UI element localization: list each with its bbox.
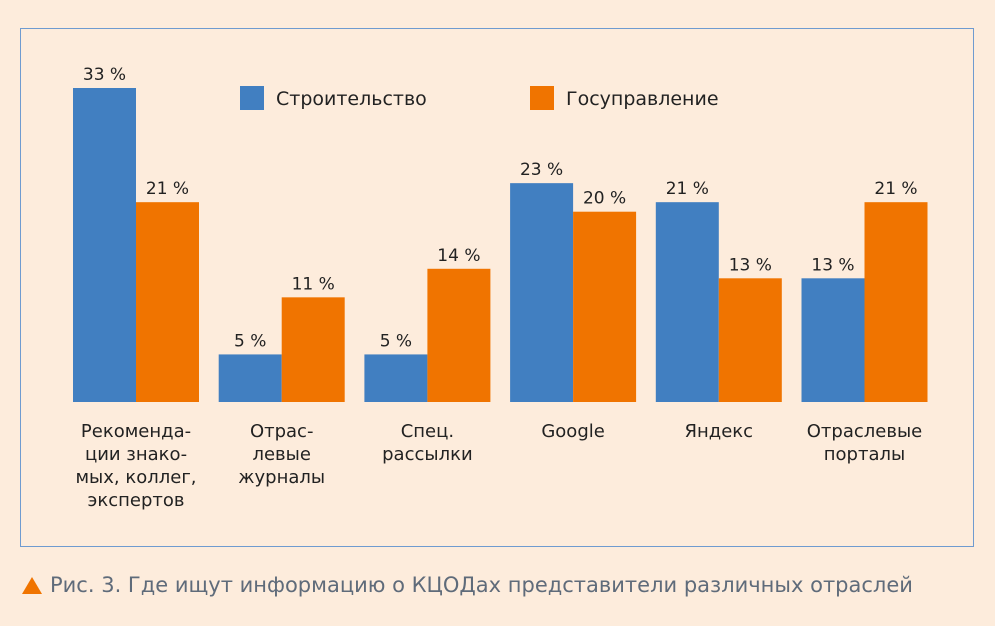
category-label: Отрас- [250, 421, 314, 442]
legend-label: Строительство [276, 88, 427, 110]
category-label: мых, коллег, [75, 467, 196, 488]
bar-government [281, 297, 345, 402]
bar-construction [364, 354, 428, 402]
category-label: порталы [824, 444, 905, 465]
legend-label: Госуправление [566, 88, 719, 110]
bar-government [573, 211, 637, 402]
triangle-marker-icon [22, 576, 42, 594]
data-label: 11 % [292, 274, 335, 294]
bar-chart: 33 % 21 % Рекоменда-ции знако-мых, коллег,… [73, 65, 928, 511]
data-label: 33 % [83, 65, 126, 85]
category-label: Google [541, 421, 604, 442]
bar-construction [73, 88, 136, 402]
bar-government [136, 202, 199, 402]
category-label: журналы [238, 467, 325, 488]
data-label: 13 % [729, 255, 772, 275]
data-label: 14 % [437, 246, 480, 266]
data-label: 13 % [811, 255, 854, 275]
data-label: 21 % [146, 179, 189, 199]
data-label: 21 % [666, 179, 709, 199]
caption-text: Рис. 3. Где ищут информацию о КЦОДах пре… [50, 573, 913, 597]
data-label: 5 % [234, 331, 266, 351]
bar-construction [510, 183, 574, 402]
bar-construction [655, 202, 719, 402]
category-label: рассылки [382, 444, 473, 465]
data-label: 20 % [583, 189, 626, 209]
bar-government [427, 268, 491, 402]
legend-swatch [240, 86, 264, 110]
data-label: 5 % [380, 331, 412, 351]
chart-frame [20, 28, 974, 547]
category-label: Отраслевые [807, 421, 922, 442]
category-label: ции знако- [85, 444, 187, 465]
data-label: 23 % [520, 160, 563, 180]
category-label: левые [252, 444, 310, 465]
bar-construction [801, 278, 865, 402]
bar-construction [218, 354, 282, 402]
figure-caption: Рис. 3. Где ищут информацию о КЦОДах пре… [22, 573, 913, 597]
legend-swatch [530, 86, 554, 110]
bar-government [718, 278, 782, 402]
category-label: Рекоменда- [81, 421, 191, 442]
category-label: Яндекс [685, 421, 754, 442]
data-label: 21 % [874, 179, 917, 199]
category-label: Спец. [401, 421, 454, 442]
category-label: экспертов [87, 490, 184, 511]
bar-government [864, 202, 928, 402]
